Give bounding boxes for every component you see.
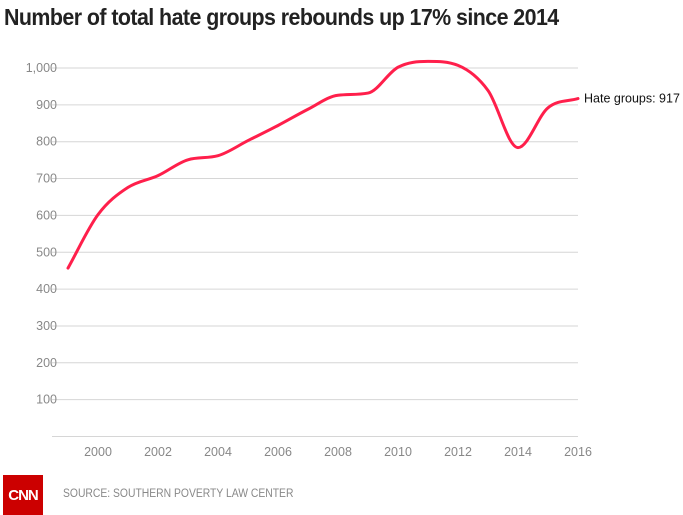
y-tick-label: 300 bbox=[36, 319, 57, 333]
source-note: SOURCE: SOUTHERN POVERTY LAW CENTER bbox=[63, 488, 294, 500]
series-line-hate-groups bbox=[66, 59, 580, 270]
x-tick-label: 2016 bbox=[564, 445, 592, 459]
x-tick-label: 2014 bbox=[504, 445, 532, 459]
y-tick-label: 800 bbox=[36, 135, 57, 149]
y-tick-label: 600 bbox=[36, 208, 57, 222]
y-tick-label: 1,000 bbox=[26, 61, 57, 75]
x-tick-label: 2012 bbox=[444, 445, 472, 459]
cnn-logo: CNN bbox=[3, 475, 43, 515]
x-tick-label: 2004 bbox=[204, 445, 232, 459]
x-tick-label: 2000 bbox=[84, 445, 112, 459]
y-tick-label: 500 bbox=[36, 245, 57, 259]
y-tick-label: 700 bbox=[36, 172, 57, 186]
x-tick-label: 2006 bbox=[264, 445, 292, 459]
y-tick-label: 200 bbox=[36, 356, 57, 370]
x-tick-label: 2002 bbox=[144, 445, 172, 459]
y-tick-label: 400 bbox=[36, 282, 57, 296]
line-chart: 100 200 300 400 500 600 700 800 900 1,000 2000 200… bbox=[26, 59, 680, 459]
x-tick-label: 2008 bbox=[324, 445, 352, 459]
y-tick-label: 900 bbox=[36, 98, 57, 112]
chart-title: Number of total hate groups rebounds up … bbox=[4, 4, 559, 30]
x-tick-label: 2010 bbox=[384, 445, 412, 459]
y-tick-label: 100 bbox=[36, 393, 57, 407]
end-label: Hate groups: 917 bbox=[584, 92, 680, 106]
